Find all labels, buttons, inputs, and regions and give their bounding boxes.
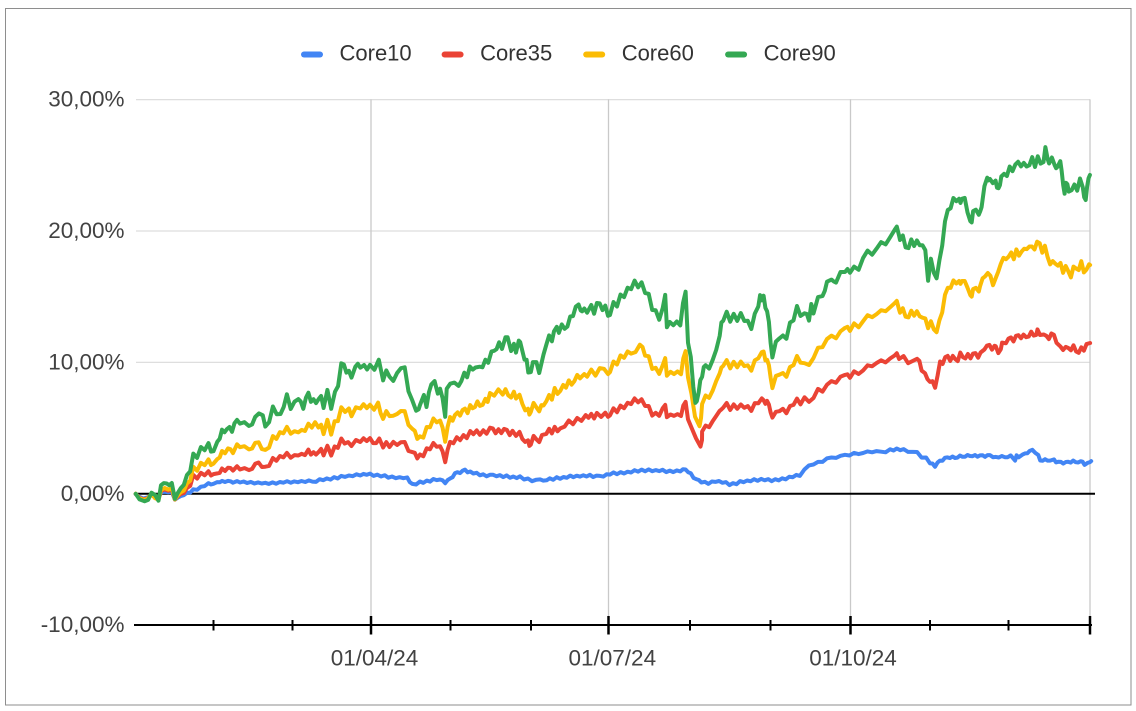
svg-text:01/04/24: 01/04/24 (331, 646, 419, 671)
svg-text:10,00%: 10,00% (48, 349, 124, 374)
svg-text:Core10: Core10 (340, 41, 412, 66)
svg-text:-10,00%: -10,00% (41, 612, 125, 637)
svg-text:20,00%: 20,00% (48, 218, 124, 243)
svg-text:0,00%: 0,00% (61, 481, 125, 506)
svg-text:Core60: Core60 (622, 41, 694, 66)
svg-text:Core35: Core35 (480, 41, 552, 66)
svg-text:Core90: Core90 (764, 41, 836, 66)
svg-text:01/07/24: 01/07/24 (569, 646, 657, 671)
svg-text:01/10/24: 01/10/24 (809, 646, 897, 671)
svg-text:30,00%: 30,00% (48, 87, 124, 112)
